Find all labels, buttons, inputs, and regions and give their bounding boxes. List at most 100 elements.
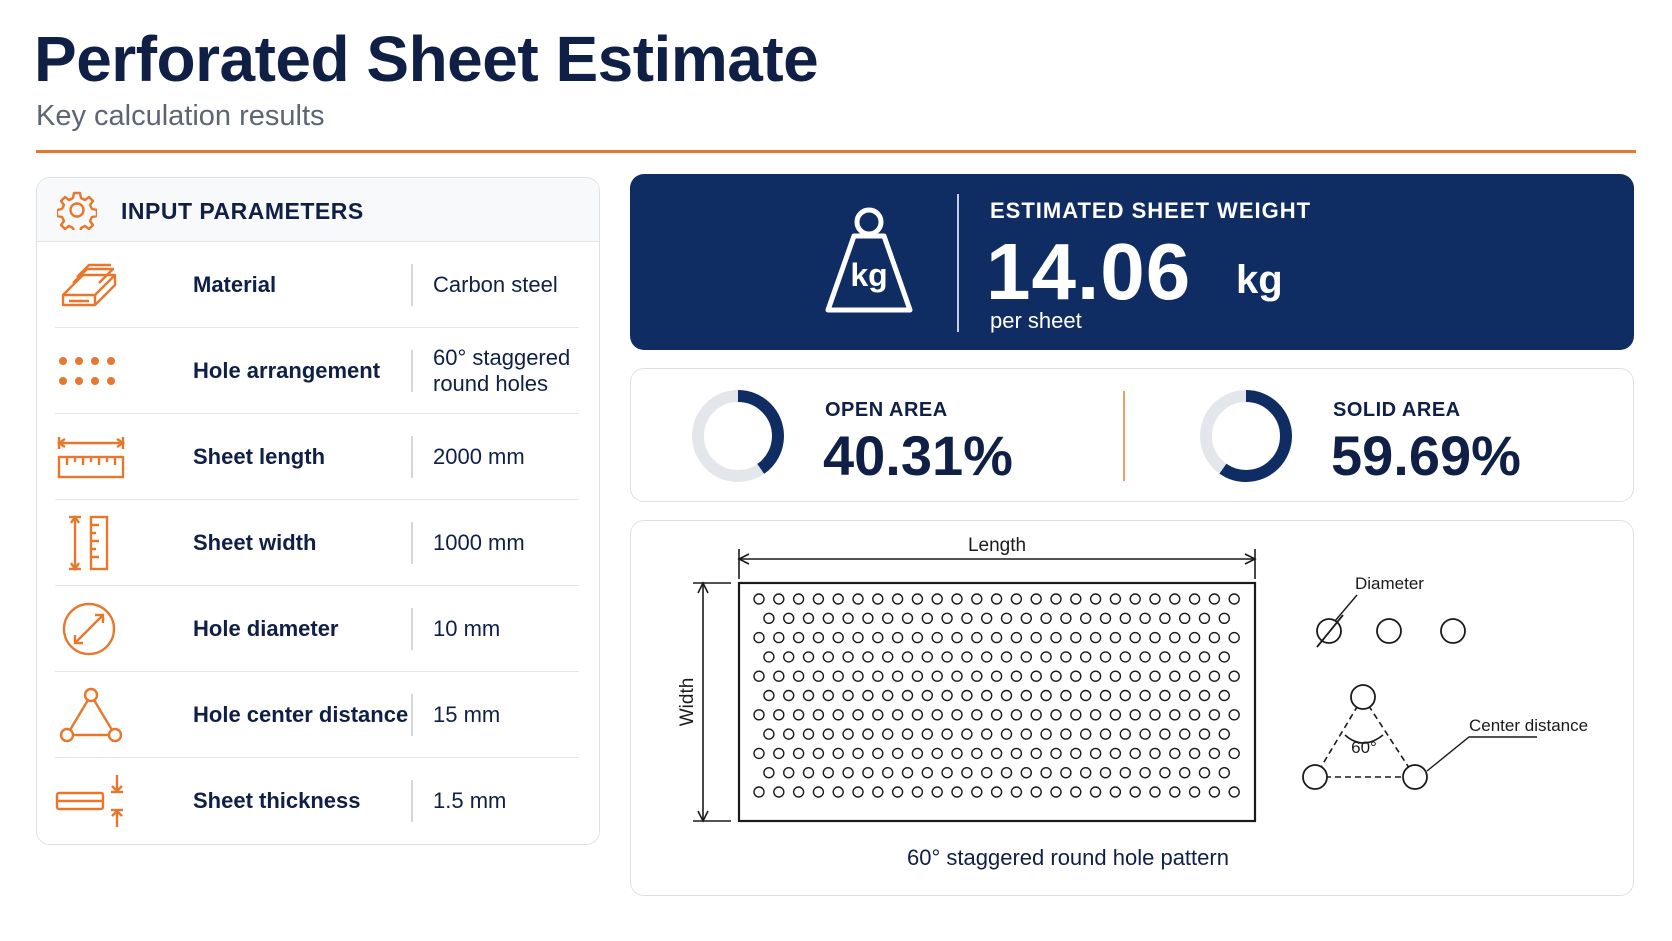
perforation-hole [1188, 747, 1201, 760]
perforation-hole [1179, 766, 1191, 779]
perforation-hole [1080, 766, 1092, 779]
perforation-hole [1119, 766, 1131, 779]
header-divider [36, 150, 1636, 153]
perforation-hole [753, 631, 765, 644]
perforation-hole [882, 612, 894, 625]
perforation-hole [931, 709, 943, 721]
perforation-hole [1030, 786, 1042, 798]
perforation-hole [842, 651, 854, 663]
perforation-hole [1228, 593, 1240, 605]
perforation-hole [1139, 612, 1151, 625]
perforation-hole [773, 670, 785, 682]
perforation-hole [1060, 766, 1072, 779]
perforation-hole [1169, 593, 1181, 605]
perforation-hole [753, 786, 765, 798]
perforation-hole [1070, 631, 1082, 644]
perforation-hole [990, 709, 1003, 721]
perforation-hole [1020, 728, 1032, 740]
perforation-hole [872, 786, 884, 798]
perforation-hole [990, 631, 1003, 644]
perforation-hole [1198, 612, 1211, 625]
perforation-hole [753, 670, 765, 682]
perforation-hole [792, 631, 805, 644]
perforation-hole [1040, 651, 1052, 663]
length-label: Length [968, 535, 1026, 556]
perforation-hole [911, 593, 924, 605]
perforation-hole [782, 651, 795, 663]
hole-grid [753, 593, 1240, 798]
perforation-hole [891, 670, 904, 682]
diameter-slash [1316, 614, 1344, 648]
estimated-weight-card: kg ESTIMATED SHEET WEIGHT 14.06 kg per s… [630, 174, 1634, 350]
open-area-donut [692, 390, 784, 482]
perforation-hole [1080, 728, 1092, 740]
perforation-hole [1089, 709, 1102, 721]
perforation-hole [1000, 689, 1013, 702]
perforation-hole [1179, 728, 1191, 740]
perforation-hole [862, 651, 874, 663]
perforation-hole [971, 670, 983, 682]
perforation-hole [921, 689, 933, 702]
param-value: Carbon steel [433, 272, 558, 297]
angle-label: 60° [1351, 738, 1377, 757]
perforation-hole [822, 728, 835, 740]
perforation-hole [832, 670, 844, 682]
perforation-hole [1050, 709, 1062, 721]
row-divider [411, 264, 413, 306]
triangle-hole-right [1402, 764, 1428, 790]
perforation-hole [1198, 766, 1211, 779]
perforation-hole [921, 766, 933, 779]
param-label: Hole arrangement [193, 358, 381, 383]
row-divider [411, 608, 413, 650]
perforation-hole [802, 651, 815, 663]
angle-arc [1344, 734, 1384, 744]
perforation-hole [1089, 670, 1102, 682]
area-divider [1123, 391, 1125, 481]
param-label: Sheet length [193, 444, 326, 469]
perforation-hole [763, 612, 775, 625]
perforation-hole [822, 612, 835, 625]
perforation-hole [1010, 747, 1023, 760]
perforation-hole [1080, 651, 1092, 663]
perforation-hole [1159, 728, 1171, 740]
donut-fill [1200, 390, 1292, 482]
perforation-hole [891, 786, 904, 798]
param-row-sheet-length: Sheet length 2000 mm [55, 414, 579, 500]
perforation-hole [911, 747, 924, 760]
hole-pattern-diagram: Length Width Diameter 60° Center distanc… [630, 520, 1634, 896]
perforation-hole [882, 766, 894, 779]
perforation-hole [1109, 593, 1122, 605]
perforation-hole [1198, 689, 1211, 702]
perforation-hole [1218, 689, 1230, 702]
perforation-hole [852, 593, 864, 605]
perforation-hole [1109, 631, 1122, 644]
weight-icon-text: kg [850, 257, 887, 293]
perforation-hole [792, 670, 805, 682]
row-divider [411, 350, 413, 392]
perforation-hole [1099, 651, 1112, 663]
weight-per-sheet: per sheet [990, 308, 1082, 333]
perforation-hole [782, 689, 795, 702]
perforation-hole [1228, 631, 1240, 644]
perforation-hole [941, 651, 953, 663]
perforation-hole [971, 786, 983, 798]
perforation-hole [1218, 728, 1230, 740]
perforation-hole [1159, 651, 1171, 663]
perforation-hole [1149, 786, 1161, 798]
perforation-hole [961, 651, 973, 663]
perforation-hole [1080, 689, 1092, 702]
perforation-hole [1000, 728, 1013, 740]
perforation-hole [842, 766, 854, 779]
perforation-hole [961, 612, 973, 625]
perforation-hole [1000, 766, 1013, 779]
perforation-hole [1060, 651, 1072, 663]
perforation-hole [921, 728, 933, 740]
perforation-hole [812, 747, 825, 760]
perforation-hole [842, 728, 854, 740]
perforation-hole [852, 747, 864, 760]
perforation-hole [872, 670, 884, 682]
weight-unit: kg [1236, 258, 1283, 302]
perforation-hole [901, 728, 914, 740]
param-value: 1000 mm [433, 530, 525, 555]
perforation-hole [1020, 689, 1032, 702]
